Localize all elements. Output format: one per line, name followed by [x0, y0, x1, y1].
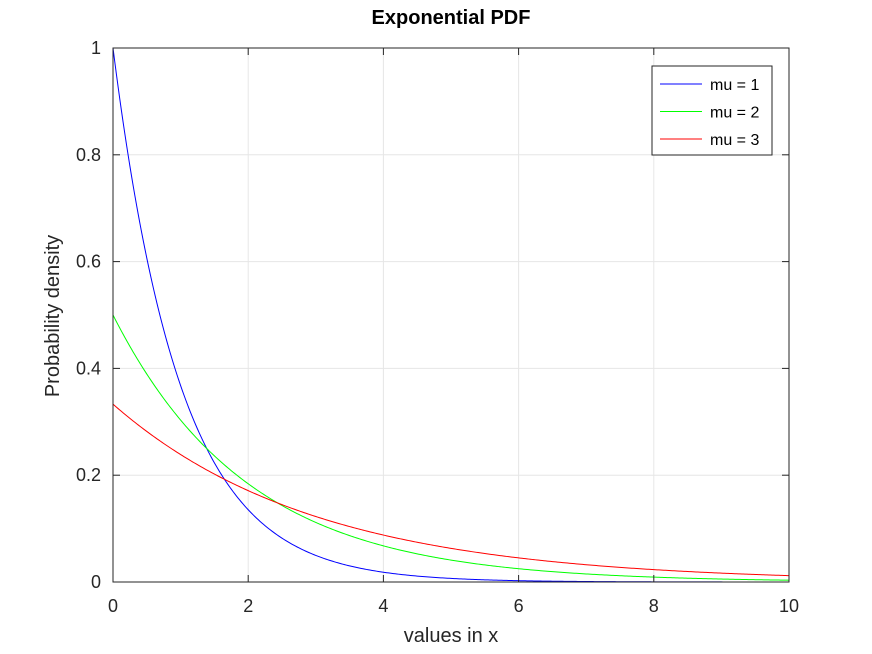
x-tick-label: 6	[514, 596, 524, 616]
axes-box	[112, 47, 790, 583]
y-axis-label: Probability density	[42, 235, 64, 397]
legend-box	[651, 65, 773, 156]
y-tick-label: 0.2	[76, 465, 101, 485]
y-tick-label: 1	[91, 38, 101, 58]
tick-layer: 0 2 4 6 8 10 0 0.2 0.4 0.6 0.8 1	[76, 38, 799, 616]
series-line-3	[112, 403, 790, 577]
y-tick-label: 0.8	[76, 145, 101, 165]
legend-entry-label: mu = 1	[710, 77, 759, 94]
x-tick-label: 0	[108, 596, 118, 616]
chart-title: Exponential PDF	[372, 7, 531, 29]
series-line-2	[112, 314, 790, 581]
y-tick-label: 0.6	[76, 252, 101, 272]
legend: mu = 1 mu = 2 mu = 3	[651, 65, 773, 156]
x-axis-label: values in x	[404, 625, 499, 647]
x-tick-label: 4	[378, 596, 388, 616]
legend-entry-label: mu = 2	[710, 105, 759, 122]
legend-entry-label: mu = 3	[710, 132, 759, 149]
x-tick-label: 10	[779, 596, 799, 616]
x-tick-label: 8	[649, 596, 659, 616]
x-tick-label: 2	[243, 596, 253, 616]
y-tick-label: 0.4	[76, 358, 101, 378]
y-tick-label: 0	[91, 572, 101, 592]
